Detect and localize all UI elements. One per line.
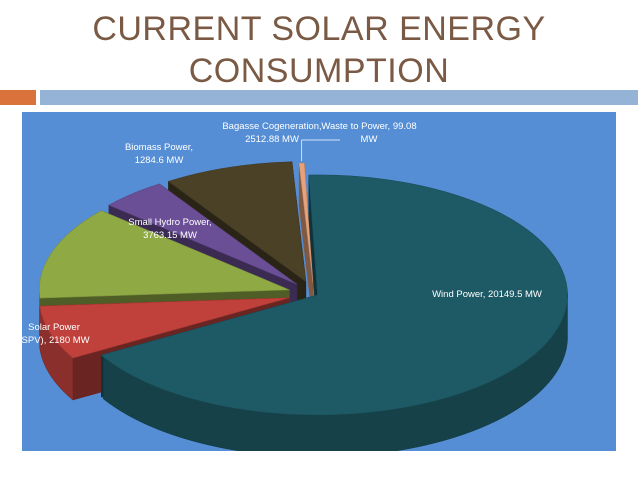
leader-line-waste-to-power bbox=[301, 139, 340, 162]
data-label-wind-power-line-1: Wind Power, 20149.5 MW bbox=[432, 289, 542, 300]
data-label-bagasse-cogeneration: Bagasse Cogeneration, 2512.88 MW bbox=[222, 121, 321, 145]
slide-title-line-1: CURRENT SOLAR ENERGY bbox=[92, 10, 546, 48]
accent-bar bbox=[0, 90, 36, 105]
slide-title-line-2: CONSUMPTION bbox=[188, 52, 450, 90]
data-label-solar-power-spv-line-2: (SPV), 2180 MW bbox=[22, 335, 90, 346]
pie-chart: Wind Power, 20149.5 MW Solar Power (SPV), … bbox=[22, 121, 568, 451]
chart-panel: Wind Power, 20149.5 MW Solar Power (SPV), … bbox=[22, 112, 616, 451]
data-label-waste-to-power-line-1: Waste to Power, 99.08 bbox=[321, 121, 416, 132]
data-label-solar-power-spv: Solar Power (SPV), 2180 MW bbox=[22, 322, 90, 346]
data-label-waste-to-power: Waste to Power, 99.08 MW bbox=[321, 121, 416, 145]
data-label-solar-power-spv-line-1: Solar Power bbox=[28, 322, 80, 333]
title-rule-bar bbox=[40, 90, 638, 105]
data-label-small-hydro-power: Small Hydro Power, 3763.15 MW bbox=[128, 217, 211, 241]
slice-top-small-hydro-power bbox=[39, 210, 290, 299]
data-label-biomass-power: Biomass Power, 1284.6 MW bbox=[125, 142, 193, 166]
data-label-bagasse-cogeneration-line-1: Bagasse Cogeneration, bbox=[222, 121, 321, 132]
slice-top-wind-power bbox=[100, 174, 568, 416]
slice-top-solar-power-spv bbox=[39, 297, 290, 359]
data-label-biomass-power-line-1: Biomass Power, bbox=[125, 142, 193, 153]
slice-top-biomass-power bbox=[108, 183, 298, 285]
data-label-biomass-power-line-2: 1284.6 MW bbox=[135, 155, 184, 166]
slice-top-bagasse-cogeneration bbox=[167, 161, 307, 283]
data-label-wind-power: Wind Power, 20149.5 MW bbox=[432, 289, 542, 300]
slide-title: CURRENT SOLAR ENERGY CONSUMPTION bbox=[0, 8, 638, 92]
data-label-waste-to-power-line-2: MW bbox=[361, 134, 378, 145]
data-label-bagasse-cogeneration-line-2: 2512.88 MW bbox=[245, 134, 299, 145]
data-label-small-hydro-power-line-1: Small Hydro Power, bbox=[128, 217, 211, 228]
slice-top-waste-to-power bbox=[298, 162, 314, 284]
data-label-small-hydro-power-line-2: 3763.15 MW bbox=[143, 230, 197, 241]
